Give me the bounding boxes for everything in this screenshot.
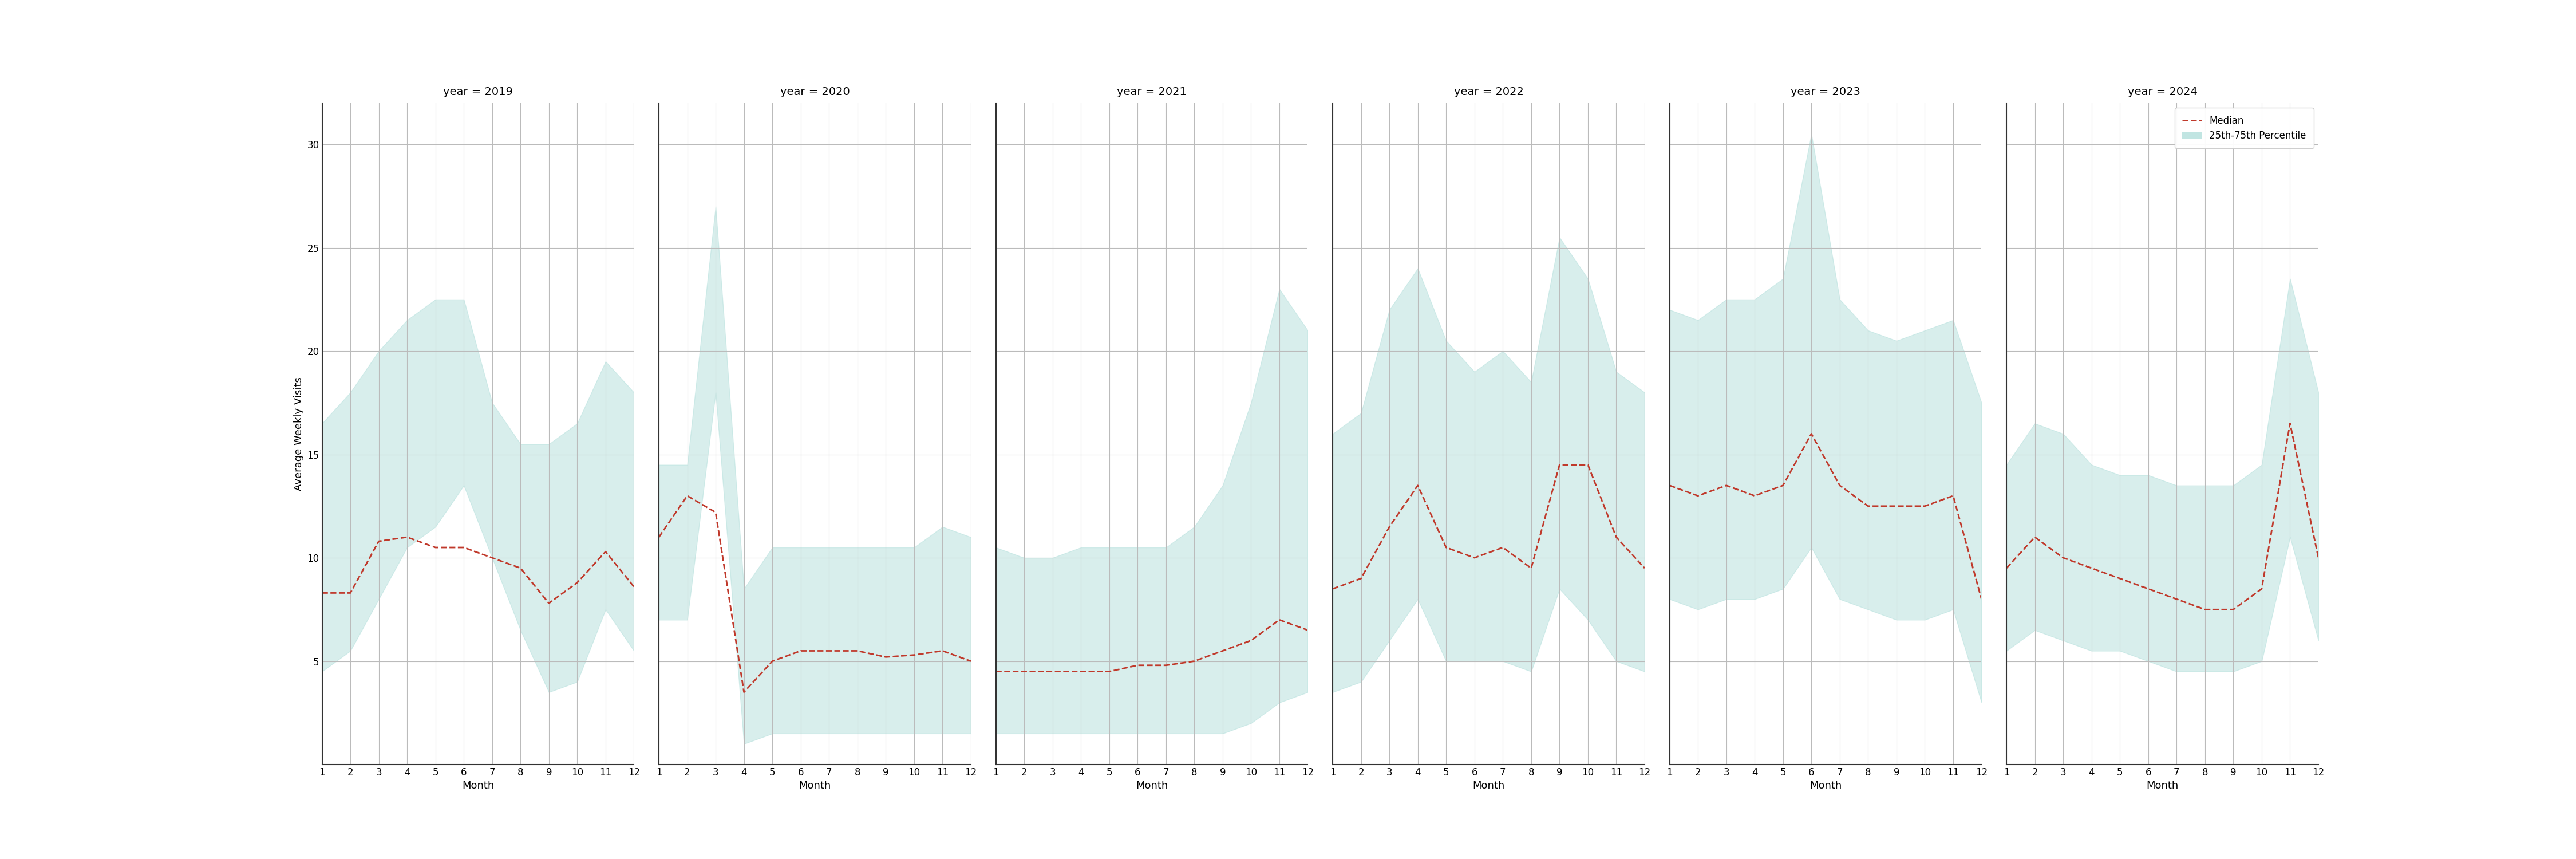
Line: Median: Median [322,537,634,603]
Median [448,542,479,552]
Median [1937,490,1968,501]
Median [2133,583,2164,594]
Median [420,542,451,552]
Median [1486,542,1517,552]
Median [1151,660,1182,670]
Median [1066,667,1097,677]
Title: year = 2021: year = 2021 [1118,87,1188,97]
Median [1571,460,1602,470]
Median [1909,501,1940,511]
Median [1824,480,1855,490]
Median [477,552,507,563]
X-axis label: Month: Month [799,781,832,791]
Median [1991,563,2022,573]
Median [757,656,788,667]
Line: Median: Median [1332,465,1643,588]
Median [590,546,621,557]
Median [701,507,732,517]
Median [1038,667,1069,677]
Line: Median: Median [2007,423,2318,610]
Median [1880,501,1911,511]
Median [1010,667,1041,677]
Median [842,646,873,656]
Title: year = 2023: year = 2023 [1790,87,1860,97]
X-axis label: Month: Month [1136,781,1167,791]
Median [1430,542,1461,552]
Median [1795,429,1826,439]
Median [1265,615,1296,625]
Median [899,649,930,660]
Median [1236,636,1267,646]
Median [562,577,592,588]
Median [981,667,1012,677]
Median [2303,552,2334,563]
Legend: Median, 25th-75th Percentile: Median, 25th-75th Percentile [2174,108,2313,149]
Median [1965,594,1996,605]
X-axis label: Month: Month [461,781,495,791]
Median [814,646,845,656]
Median [672,490,703,501]
Median [363,536,394,546]
Median [1458,552,1489,563]
X-axis label: Month: Month [1473,781,1504,791]
Median [618,582,649,592]
Median [2218,605,2249,615]
Median [786,646,817,656]
Median [1123,660,1154,670]
Median [1401,480,1432,490]
Line: Median: Median [997,620,1309,672]
Title: year = 2019: year = 2019 [443,87,513,97]
Median [2020,532,2050,542]
Median [1710,480,1741,490]
Title: year = 2022: year = 2022 [1453,87,1522,97]
X-axis label: Month: Month [2146,781,2179,791]
Median [2105,573,2136,583]
Median [2048,552,2079,563]
Median [871,652,902,662]
Median [1515,563,1546,573]
Median [1682,490,1713,501]
Median [1095,667,1126,677]
Median [2246,583,2277,594]
Median [392,532,422,542]
Median [1654,480,1685,490]
Line: Median: Median [1669,434,1981,600]
Median [1852,501,1883,511]
Median [2190,605,2221,615]
Median [1293,625,1324,636]
Title: year = 2020: year = 2020 [781,87,850,97]
X-axis label: Month: Month [1808,781,1842,791]
Median [307,588,337,598]
Median [1316,583,1347,594]
Y-axis label: Average Weekly Visits: Average Weekly Visits [294,377,304,490]
Median [1373,521,1404,532]
Median [1739,490,1770,501]
Median [2275,418,2306,429]
Title: year = 2024: year = 2024 [2128,87,2197,97]
Median [729,687,760,698]
Median [335,588,366,598]
Median [1767,480,1798,490]
Median [1543,460,1574,470]
Median [927,646,958,656]
Median [533,598,564,608]
Median [1600,532,1631,542]
Median [956,656,987,667]
Line: Median: Median [659,496,971,692]
Median [1345,573,1376,583]
Median [1208,646,1239,656]
Median [505,563,536,573]
Median [1180,656,1211,667]
Median [1628,563,1659,573]
Median [2161,594,2192,605]
Median [644,532,675,542]
Median [2076,563,2107,573]
